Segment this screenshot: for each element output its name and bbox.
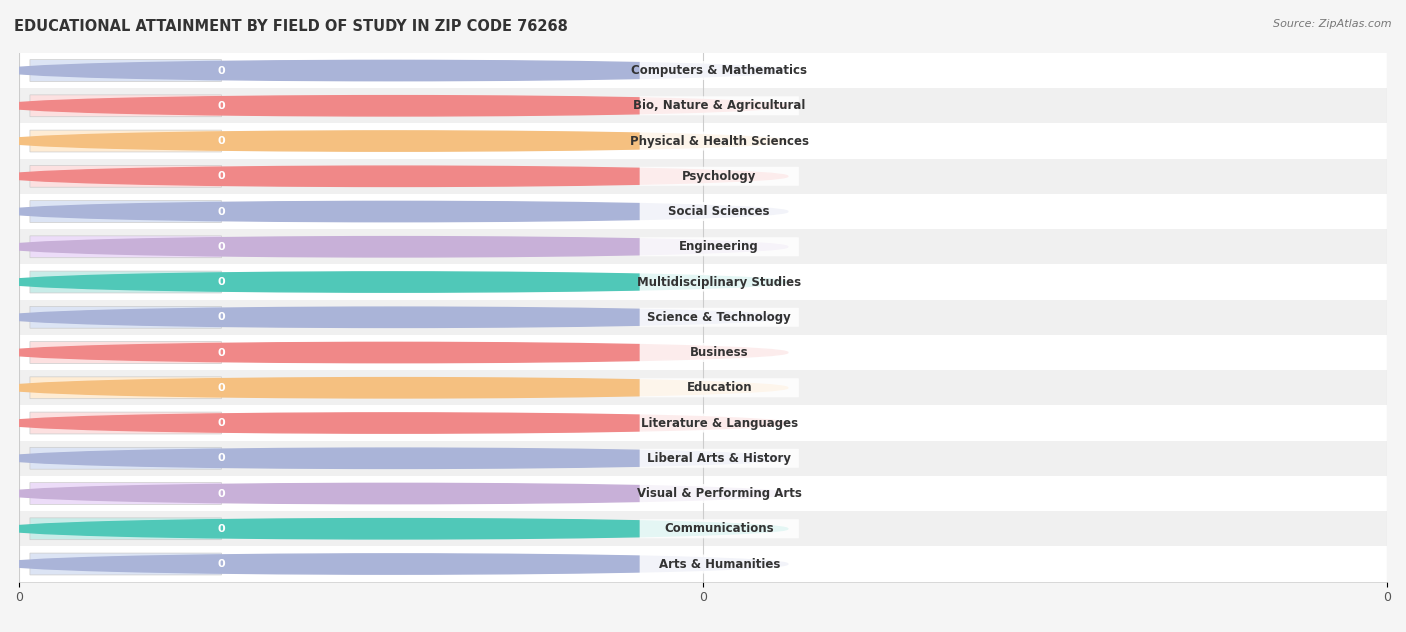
- FancyBboxPatch shape: [30, 447, 222, 469]
- Text: 0: 0: [218, 453, 225, 463]
- Text: 0: 0: [218, 207, 225, 217]
- Bar: [20, 370, 1386, 405]
- Text: Liberal Arts & History: Liberal Arts & History: [647, 452, 792, 465]
- Circle shape: [0, 519, 787, 539]
- Text: Multidisciplinary Studies: Multidisciplinary Studies: [637, 276, 801, 289]
- Bar: [20, 300, 1386, 335]
- Circle shape: [0, 95, 787, 116]
- FancyBboxPatch shape: [640, 272, 799, 291]
- Text: Literature & Languages: Literature & Languages: [641, 416, 797, 430]
- FancyBboxPatch shape: [640, 379, 799, 398]
- Text: 0: 0: [218, 348, 225, 358]
- Bar: [20, 476, 1386, 511]
- Circle shape: [0, 377, 787, 398]
- Circle shape: [0, 61, 787, 81]
- Text: Social Sciences: Social Sciences: [668, 205, 770, 218]
- Text: 0: 0: [218, 524, 225, 534]
- FancyBboxPatch shape: [640, 484, 799, 503]
- FancyBboxPatch shape: [30, 483, 222, 504]
- Bar: [20, 441, 1386, 476]
- Bar: [20, 547, 1386, 581]
- Text: Visual & Performing Arts: Visual & Performing Arts: [637, 487, 801, 500]
- FancyBboxPatch shape: [640, 96, 799, 115]
- Text: EDUCATIONAL ATTAINMENT BY FIELD OF STUDY IN ZIP CODE 76268: EDUCATIONAL ATTAINMENT BY FIELD OF STUDY…: [14, 19, 568, 34]
- Text: 0: 0: [218, 100, 225, 111]
- FancyBboxPatch shape: [640, 237, 799, 257]
- Bar: [20, 405, 1386, 441]
- Text: 0: 0: [218, 171, 225, 181]
- FancyBboxPatch shape: [640, 131, 799, 150]
- FancyBboxPatch shape: [640, 202, 799, 221]
- FancyBboxPatch shape: [640, 520, 799, 538]
- Circle shape: [0, 131, 787, 151]
- Bar: [20, 229, 1386, 264]
- FancyBboxPatch shape: [30, 59, 222, 82]
- Circle shape: [0, 413, 787, 433]
- FancyBboxPatch shape: [30, 95, 222, 117]
- Circle shape: [0, 236, 787, 257]
- Text: 0: 0: [218, 559, 225, 569]
- Bar: [20, 194, 1386, 229]
- Circle shape: [0, 272, 787, 292]
- Circle shape: [0, 166, 787, 186]
- Text: Science & Technology: Science & Technology: [647, 311, 792, 324]
- FancyBboxPatch shape: [30, 518, 222, 540]
- Circle shape: [0, 307, 787, 327]
- Text: 0: 0: [218, 383, 225, 392]
- FancyBboxPatch shape: [640, 61, 799, 80]
- Text: Source: ZipAtlas.com: Source: ZipAtlas.com: [1274, 19, 1392, 29]
- FancyBboxPatch shape: [640, 413, 799, 432]
- Bar: [20, 123, 1386, 159]
- Circle shape: [0, 554, 787, 574]
- Text: Bio, Nature & Agricultural: Bio, Nature & Agricultural: [633, 99, 806, 112]
- Bar: [20, 88, 1386, 123]
- Text: Engineering: Engineering: [679, 240, 759, 253]
- FancyBboxPatch shape: [30, 377, 222, 399]
- FancyBboxPatch shape: [640, 554, 799, 573]
- FancyBboxPatch shape: [30, 412, 222, 434]
- FancyBboxPatch shape: [30, 307, 222, 328]
- Text: 0: 0: [218, 489, 225, 499]
- Text: 0: 0: [218, 312, 225, 322]
- FancyBboxPatch shape: [30, 166, 222, 187]
- Text: 0: 0: [218, 277, 225, 287]
- FancyBboxPatch shape: [640, 308, 799, 327]
- Bar: [20, 264, 1386, 300]
- FancyBboxPatch shape: [640, 343, 799, 362]
- Circle shape: [0, 202, 787, 222]
- Bar: [20, 159, 1386, 194]
- Text: Computers & Mathematics: Computers & Mathematics: [631, 64, 807, 77]
- Text: Psychology: Psychology: [682, 170, 756, 183]
- Text: 0: 0: [218, 66, 225, 76]
- Text: 0: 0: [218, 242, 225, 252]
- FancyBboxPatch shape: [30, 236, 222, 258]
- FancyBboxPatch shape: [30, 200, 222, 222]
- FancyBboxPatch shape: [30, 130, 222, 152]
- Circle shape: [0, 448, 787, 468]
- Circle shape: [0, 343, 787, 363]
- Text: Arts & Humanities: Arts & Humanities: [658, 557, 780, 571]
- Text: Physical & Health Sciences: Physical & Health Sciences: [630, 135, 808, 147]
- Bar: [20, 511, 1386, 547]
- Circle shape: [0, 483, 787, 504]
- Bar: [20, 335, 1386, 370]
- Text: Business: Business: [690, 346, 748, 359]
- FancyBboxPatch shape: [30, 271, 222, 293]
- FancyBboxPatch shape: [30, 553, 222, 575]
- FancyBboxPatch shape: [640, 167, 799, 186]
- Text: Communications: Communications: [665, 522, 775, 535]
- Text: 0: 0: [218, 136, 225, 146]
- Text: Education: Education: [686, 381, 752, 394]
- FancyBboxPatch shape: [640, 449, 799, 468]
- Text: 0: 0: [218, 418, 225, 428]
- Bar: [20, 53, 1386, 88]
- FancyBboxPatch shape: [30, 342, 222, 363]
